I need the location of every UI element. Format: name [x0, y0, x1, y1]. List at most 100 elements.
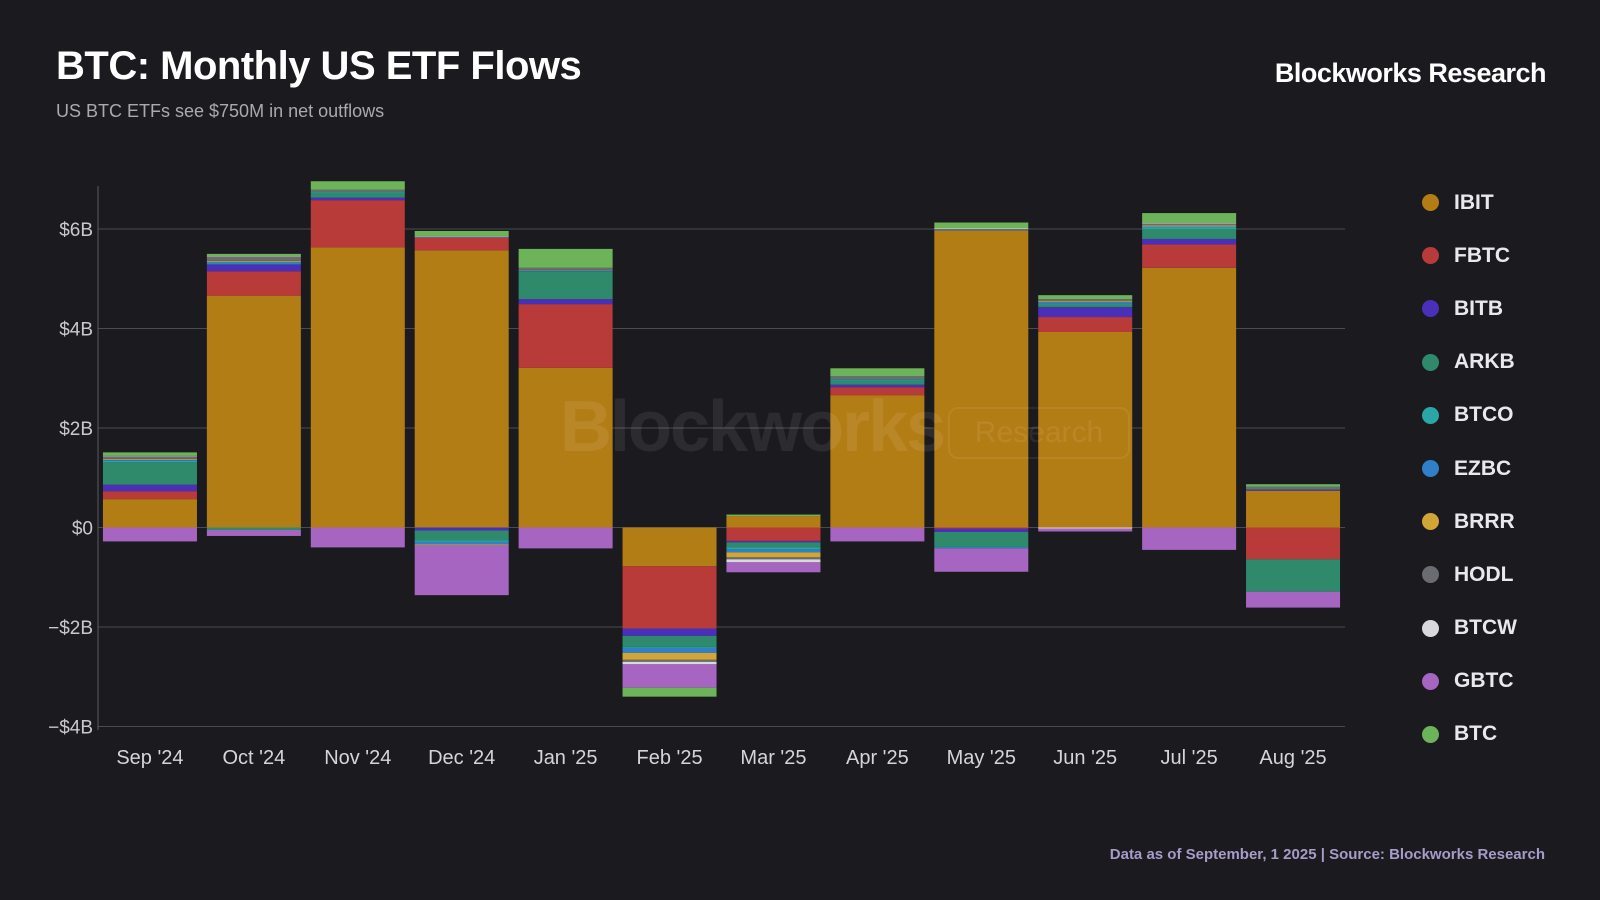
y-tick-label: $4B [59, 320, 93, 341]
bar-segment-ibit [206, 295, 301, 528]
bar-segment-arkb [1142, 229, 1237, 239]
bar-segment-arkb [102, 462, 197, 485]
axes: $6B $4B $2B $0 −$2B −$4B Sep '24 Oct '24 Nov '24… [48, 186, 1327, 769]
bar-segment-gbtc [622, 664, 717, 688]
legend-label: BTCW [1454, 616, 1517, 640]
bar-segment-ibit [518, 367, 613, 528]
bar-segment-btc [726, 514, 821, 517]
bar-segment-brrr [622, 652, 717, 660]
bar-segment-hodl [206, 256, 301, 261]
bar-segment-arkb [830, 380, 925, 385]
bar-segment-ibit [622, 527, 717, 567]
y-tick-label: −$2B [48, 618, 93, 639]
bar-segment-ezbc [414, 541, 509, 545]
bar-segment-ibit [414, 250, 509, 528]
bar-segment-ibit [726, 516, 821, 528]
bar-segment-btc [934, 222, 1029, 229]
bar-segment-brrr [518, 269, 613, 271]
bar-segment-btc [622, 687, 717, 697]
bar-segment-fbtc [1142, 244, 1237, 268]
legend-item: BTC [1422, 708, 1517, 761]
bar-segment-ezbc [726, 549, 821, 553]
y-tick-label: $6B [59, 220, 93, 241]
bar-segment-gbtc [1142, 527, 1237, 550]
bar-segment-hodl [102, 456, 197, 459]
bar-segment-btcw [726, 559, 821, 563]
legend-swatch [1422, 247, 1439, 265]
x-tick-label: Oct '24 [223, 747, 286, 769]
y-tick-label: $2B [59, 419, 93, 440]
bar-segment-fbtc [622, 566, 717, 629]
bar-segment-ezbc [102, 459, 197, 461]
bar-segment-ezbc [206, 261, 301, 264]
bar-segment-ibit [102, 499, 197, 528]
bar-segment-brrr [414, 544, 509, 546]
bar-segment-btco [830, 379, 925, 381]
bar-segment-ezbc [622, 647, 717, 653]
bar-segment-btc [1142, 213, 1237, 224]
bar-segment-btc [414, 230, 509, 236]
legend-swatch [1422, 672, 1439, 690]
bar-segment-ibit [1142, 267, 1237, 528]
bar-segment-fbtc [414, 237, 509, 251]
x-tick-label: May '25 [947, 747, 1016, 769]
bar-segment-hodl [1246, 486, 1341, 490]
bar-segment-btco [934, 546, 1029, 548]
bar-segment-btco [726, 547, 821, 550]
legend-label: ARKB [1454, 350, 1515, 374]
bar-segment-bitb [622, 628, 717, 636]
bar-segment-btc [206, 253, 301, 257]
bar-segment-brrr [1142, 225, 1237, 227]
bar-segment-brrr [102, 458, 197, 460]
bar-segment-hodl [830, 376, 925, 379]
bar-segment-btc [830, 368, 925, 377]
bar-segment-fbtc [726, 527, 821, 541]
legend-item: HODL [1422, 548, 1517, 601]
bar-segment-btco [206, 263, 301, 265]
bar-segment-btco [518, 271, 613, 272]
bar-segment-ibit [310, 247, 405, 528]
bar-segment-btc [518, 248, 613, 268]
bar-segment-ezbc [1038, 302, 1133, 304]
y-tick-label: $0 [72, 519, 93, 540]
bar-segment-hodl [518, 267, 613, 270]
legend-swatch [1422, 300, 1439, 318]
bar-segment-ibit [830, 395, 925, 528]
legend-swatch [1422, 353, 1439, 371]
bar-segment-bitb [102, 484, 197, 492]
bar-segment-fbtc [310, 200, 405, 248]
legend-item: IBIT [1422, 176, 1517, 229]
bar-segment-hodl [934, 229, 1029, 231]
legend-item: ARKB [1422, 336, 1517, 389]
bar-segment-btcw [934, 228, 1029, 230]
legend-label: IBIT [1454, 190, 1494, 214]
chart-legend: IBIT FBTC BITB ARKB BTCO EZBC BRRR HODL BTCW GBTC… [1422, 176, 1517, 761]
x-tick-label: Dec '24 [428, 747, 495, 769]
legend-label: HODL [1454, 562, 1514, 586]
bar-segment-arkb [726, 542, 821, 548]
bar-segment-fbtc [1246, 527, 1341, 560]
bar-segment-btc [1246, 484, 1341, 487]
legend-label: EZBC [1454, 456, 1512, 480]
bar-segment-btcw [1142, 223, 1237, 224]
bar-segment-btco [1142, 227, 1237, 229]
bar-segment-fbtc [934, 527, 1029, 529]
bar-segment-hodl [622, 659, 717, 662]
bar-segment-fbtc [206, 271, 301, 296]
legend-swatch [1422, 406, 1439, 424]
bar-segment-brrr [1038, 301, 1133, 303]
legend-label: BITB [1454, 296, 1503, 320]
bar-segment-hodl [310, 189, 405, 191]
bar-segment-bitb [414, 527, 509, 531]
bar-segment-btco [622, 646, 717, 648]
bar-segment-ezbc [310, 191, 405, 192]
bar-segment-ezbc [830, 378, 925, 380]
bar-segment-btc [310, 181, 405, 190]
bar-segment-bitb [1246, 489, 1341, 491]
bar-segment-ezbc [518, 270, 613, 272]
bar-segment-btcw [102, 455, 197, 457]
x-tick-label: Mar '25 [740, 747, 806, 769]
bar-segment-bitb [934, 528, 1029, 532]
chart-title: BTC: Monthly US ETF Flows [56, 44, 582, 88]
bar-segment-arkb [1246, 559, 1341, 592]
